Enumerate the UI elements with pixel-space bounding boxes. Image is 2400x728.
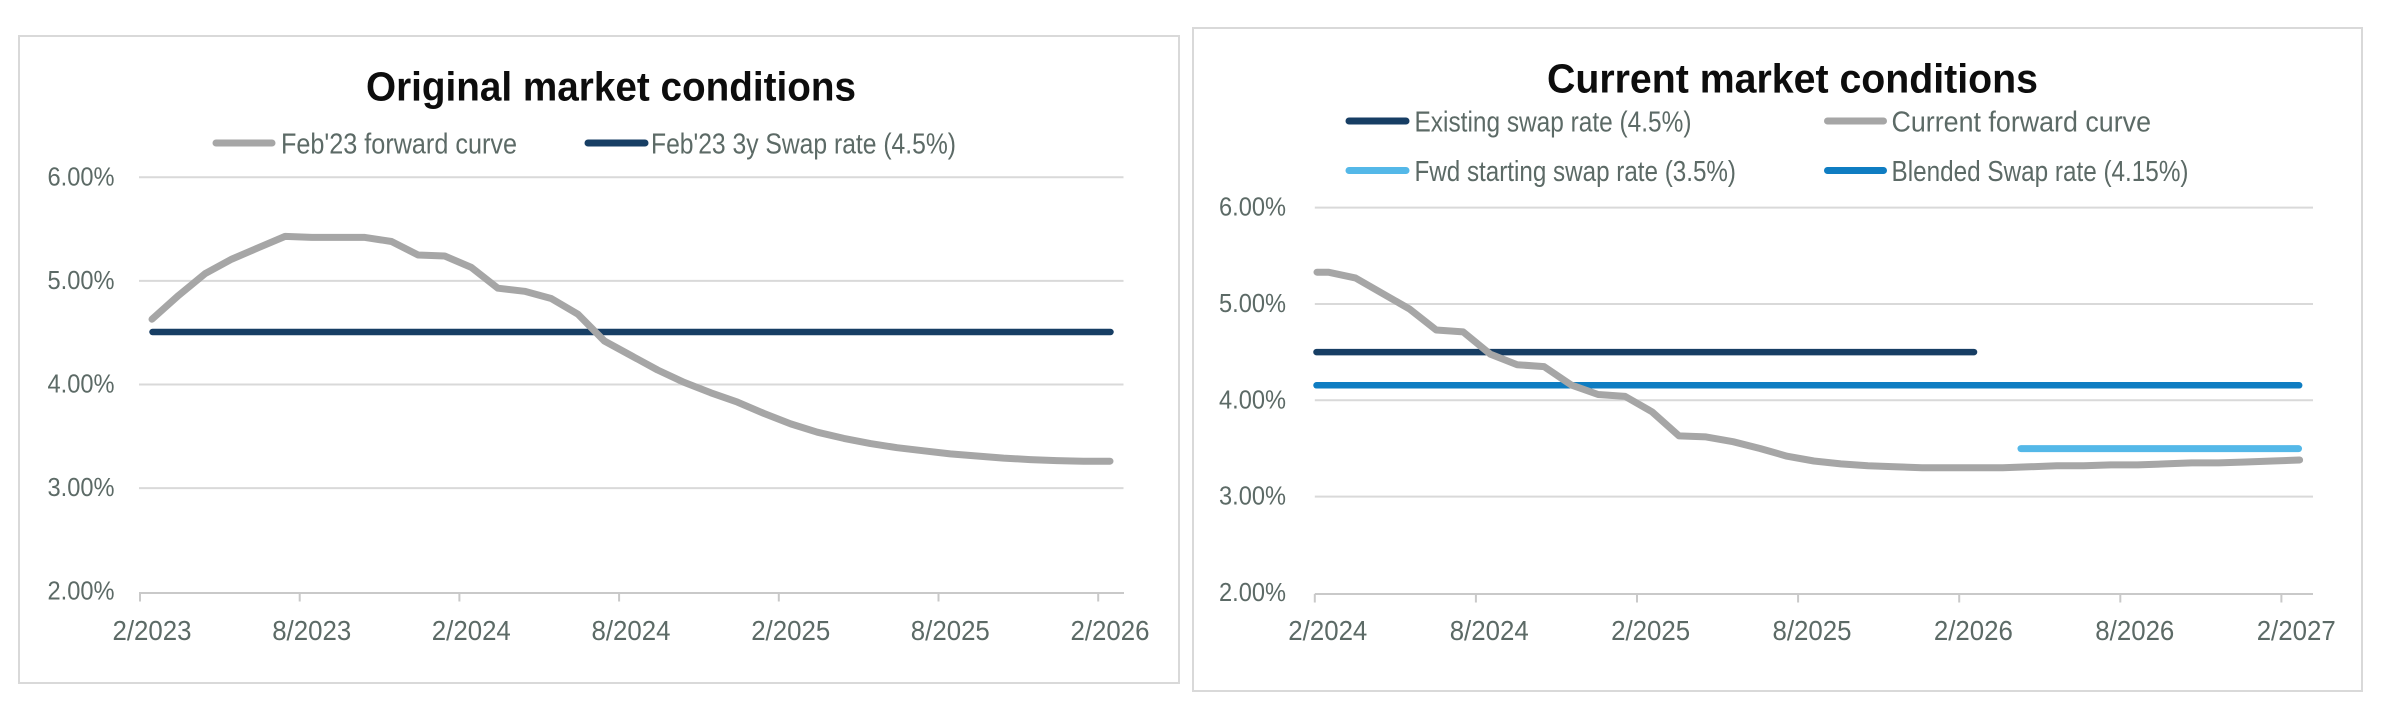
svg-text:2/2025: 2/2025 <box>751 615 830 646</box>
svg-text:2/2025: 2/2025 <box>1611 615 1690 646</box>
svg-text:4.00%: 4.00% <box>1219 384 1286 414</box>
svg-text:3.00%: 3.00% <box>48 472 115 502</box>
svg-text:8/2026: 8/2026 <box>2095 615 2174 646</box>
svg-text:2.00%: 2.00% <box>48 576 115 606</box>
svg-text:2/2026: 2/2026 <box>1934 615 2013 646</box>
svg-text:2/2024: 2/2024 <box>1288 615 1367 646</box>
svg-text:Blended Swap rate (4.15%): Blended Swap rate (4.15%) <box>1892 156 2189 188</box>
svg-text:8/2024: 8/2024 <box>1450 615 1529 646</box>
svg-text:Feb'23 forward curve: Feb'23 forward curve <box>281 129 517 161</box>
svg-text:2/2023: 2/2023 <box>113 615 192 646</box>
svg-text:8/2024: 8/2024 <box>592 615 671 646</box>
svg-text:8/2025: 8/2025 <box>1773 615 1852 646</box>
svg-text:Current market conditions: Current market conditions <box>1547 56 2038 102</box>
svg-text:Feb'23 3y Swap rate (4.5%): Feb'23 3y Swap rate (4.5%) <box>651 129 956 161</box>
svg-text:2/2026: 2/2026 <box>1071 615 1150 646</box>
svg-text:Original market conditions: Original market conditions <box>366 64 856 110</box>
svg-text:6.00%: 6.00% <box>48 161 115 191</box>
svg-text:2/2027: 2/2027 <box>2257 615 2336 646</box>
svg-text:4.00%: 4.00% <box>48 369 115 399</box>
svg-text:8/2025: 8/2025 <box>911 615 990 646</box>
svg-text:5.00%: 5.00% <box>48 265 115 295</box>
svg-text:3.00%: 3.00% <box>1219 481 1286 511</box>
svg-text:Existing swap rate (4.5%): Existing swap rate (4.5%) <box>1415 107 1692 139</box>
svg-text:5.00%: 5.00% <box>1219 288 1286 318</box>
svg-text:Fwd starting swap rate (3.5%): Fwd starting swap rate (3.5%) <box>1415 156 1737 188</box>
svg-text:6.00%: 6.00% <box>1219 192 1286 222</box>
svg-text:8/2023: 8/2023 <box>272 615 351 646</box>
svg-text:2/2024: 2/2024 <box>432 615 511 646</box>
svg-text:2.00%: 2.00% <box>1219 577 1286 607</box>
svg-text:Current forward curve: Current forward curve <box>1892 107 2152 139</box>
